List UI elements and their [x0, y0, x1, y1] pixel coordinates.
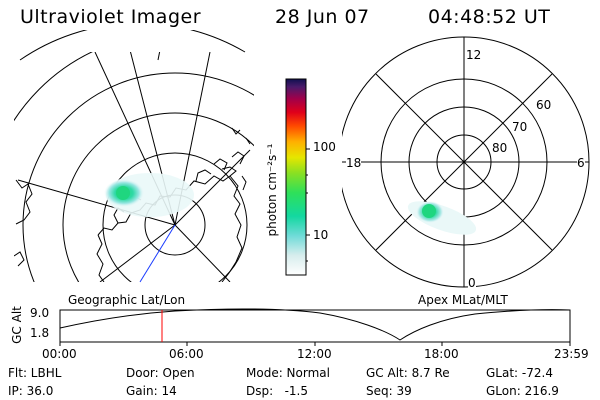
timeline-xtick-1200: 12:00 [297, 347, 332, 361]
geo-caption: Geographic Lat/Lon [68, 293, 186, 307]
geographic-map [14, 30, 254, 283]
mlat-label-70: 70 [512, 120, 528, 134]
mlt-label-12: 12 [466, 48, 482, 62]
mlat-label-80: 80 [492, 141, 508, 155]
gc-alt-status: GC Alt: 8.7 Re [366, 366, 450, 380]
door-status: Door: Open [126, 366, 195, 380]
dsp-status: Dsp: -1.5 [246, 384, 309, 398]
glon-status: GLon: 216.9 [486, 384, 559, 398]
timeline-xtick-2359: 23:59 [554, 347, 589, 361]
apex-caption: Apex MLat/MLT [418, 293, 508, 307]
timeline-xtick-0600: 06:00 [169, 347, 204, 361]
mlat-label-60: 60 [536, 98, 552, 112]
colorbar-unit-label: photon cm⁻²s⁻¹ [265, 143, 279, 237]
mlt-label-6: 6 [577, 156, 585, 170]
glat-status: GLat: -72.4 [486, 366, 553, 380]
ip-status: IP: 36.0 [8, 384, 54, 398]
timeline-xtick-1800: 18:00 [424, 347, 459, 361]
filter-status: Flt: LBHL [8, 366, 62, 380]
timeline-ytick-min: 1.8 [30, 326, 50, 340]
altitude-timeline [59, 308, 571, 346]
apex-polar-plot [342, 36, 590, 288]
app-title: Ultraviolet Imager [20, 6, 202, 28]
colorbar-tick-10: 10 [313, 228, 329, 242]
colorbar [285, 78, 310, 276]
colorbar-tick-100: 100 [313, 140, 336, 154]
date-label: 28 Jun 07 [275, 6, 370, 28]
gain-status: Gain: 14 [126, 384, 177, 398]
time-label: 04:48:52 UT [428, 6, 551, 28]
timeline-ylabel: GC Alt [10, 306, 24, 344]
mlt-label-18: 18 [346, 156, 362, 170]
mlt-label-0: 0 [468, 276, 476, 290]
timeline-ytick-max: 9.0 [30, 306, 50, 320]
seq-status: Seq: 39 [366, 384, 412, 398]
mode-status: Mode: Normal [246, 366, 330, 380]
timeline-xtick-0000: 00:00 [42, 347, 77, 361]
